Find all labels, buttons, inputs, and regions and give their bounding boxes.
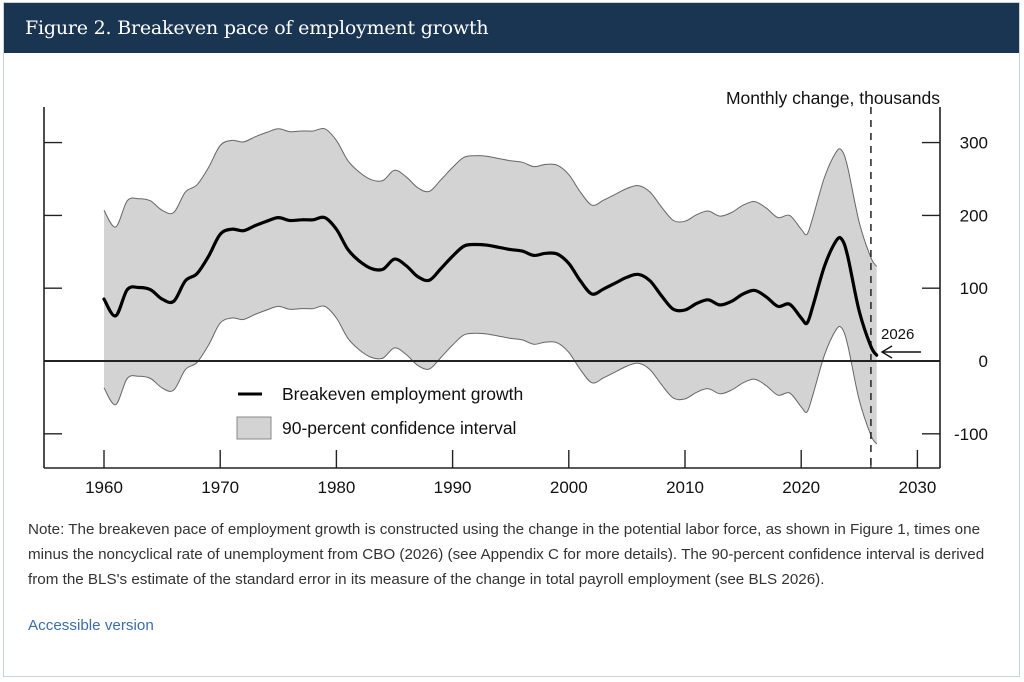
legend-label-line: Breakeven employment growth	[282, 384, 523, 404]
figure-card: Figure 2. Breakeven pace of employment g…	[3, 2, 1020, 677]
accessible-version-link[interactable]: Accessible version	[28, 617, 154, 634]
y-tick-label: 0	[979, 352, 988, 371]
ci-lower-edge	[103, 305, 878, 445]
annotation-arrow	[880, 345, 921, 359]
legend-label-band: 90-percent confidence interval	[282, 418, 516, 438]
x-tick-label: 2000	[550, 478, 588, 497]
legend: Breakeven employment growth 90-percent c…	[236, 384, 523, 440]
x-tick-label: 2020	[782, 478, 820, 497]
breakeven-line	[102, 215, 879, 357]
ci-band-layer	[103, 127, 878, 445]
labels-layer: -100 0 100 200 300 1960 1970 1980 1990 2000 2010 20…	[85, 134, 988, 497]
x-tick-label: 1990	[434, 478, 472, 497]
figure-note: Note: The breakeven pace of employment g…	[28, 521, 985, 588]
x-tick-label: 2030	[898, 478, 936, 497]
chart: -100 0 100 200 300 1960 1970 1980 1990 2000 2010 20…	[43, 88, 988, 497]
x-tick-label: 1980	[317, 478, 355, 497]
legend-band-swatch	[236, 416, 272, 440]
annotation-2026: 2026	[881, 326, 914, 343]
y-tick-label: 200	[960, 206, 988, 225]
y-tick-label: 100	[960, 279, 988, 298]
axes-layer	[43, 107, 941, 469]
y-axis-title: Monthly change, thousands	[726, 88, 940, 108]
y-tick-label: 300	[960, 134, 988, 153]
figure-title: Figure 2. Breakeven pace of employment g…	[25, 17, 489, 39]
figure-header: Figure 2. Breakeven pace of employment g…	[4, 3, 1019, 53]
x-tick-label: 2010	[666, 478, 704, 497]
ci-upper-edge	[103, 127, 878, 267]
x-tick-label: 1970	[201, 478, 239, 497]
x-tick-label: 1960	[85, 478, 123, 497]
y-tick-label: -100	[954, 425, 988, 444]
line-layer	[102, 215, 879, 357]
ci-band	[104, 128, 877, 444]
